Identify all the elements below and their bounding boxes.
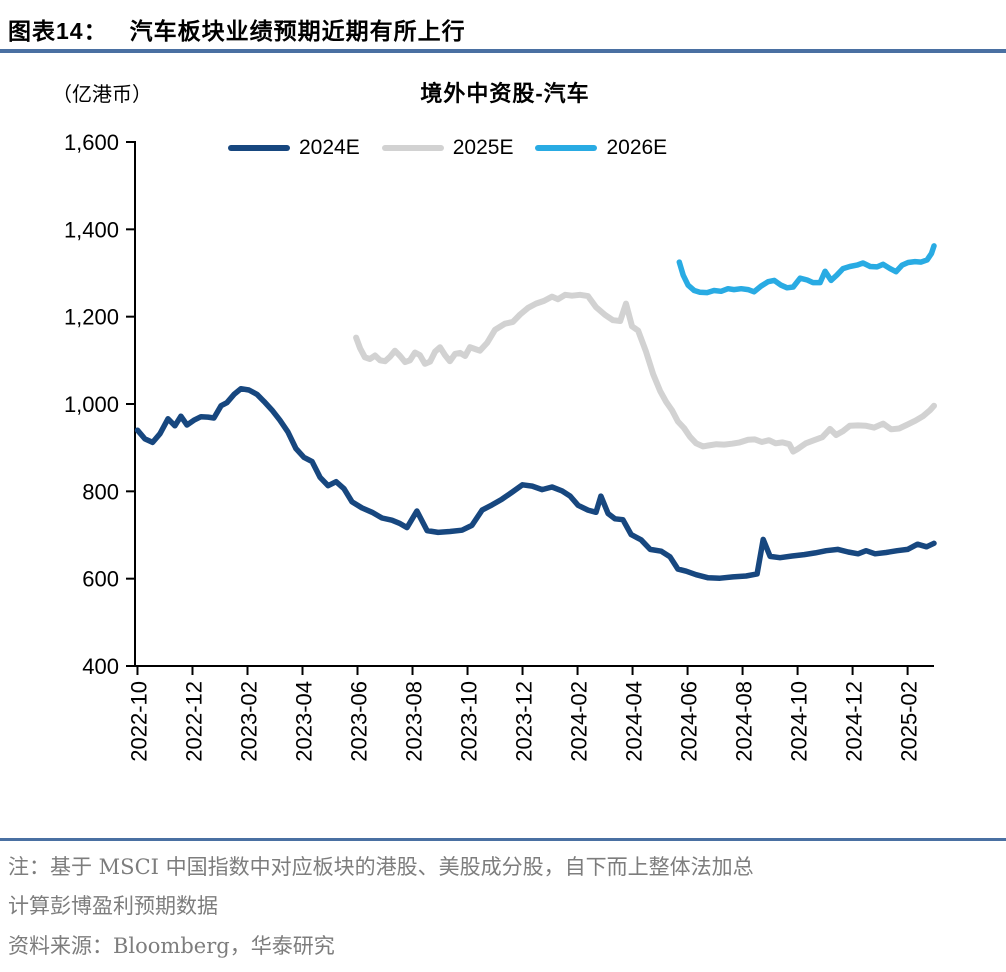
figure-number: 图表14： bbox=[8, 18, 108, 44]
x-tick-label: 2023-12 bbox=[512, 681, 537, 762]
plot-svg: 1,600 1,400 1,200 1,000 800 600 400 2022-10 2022… bbox=[64, 130, 937, 762]
y-tick-label: 1,200 bbox=[64, 305, 119, 330]
y-tick-label: 1,600 bbox=[64, 130, 119, 155]
x-tick-label: 2023-02 bbox=[236, 681, 261, 762]
x-tick-label: 2024-08 bbox=[732, 681, 757, 762]
footnote-line-1: 注：基于 MSCI 中国指数中对应板块的港股、美股成分股，自下而上整体法加总 bbox=[8, 855, 754, 879]
legend-label: 2024E bbox=[299, 136, 360, 159]
x-tick-label: 2023-06 bbox=[347, 681, 372, 762]
legend-swatch bbox=[535, 145, 598, 151]
legend-label: 2025E bbox=[452, 136, 514, 159]
y-tick-label: 600 bbox=[82, 567, 119, 592]
legend-item-2024e: 2024E bbox=[228, 136, 360, 160]
x-tick-label: 2022-12 bbox=[181, 681, 206, 762]
series-line-2024e bbox=[134, 385, 937, 581]
x-tick-label: 2024-12 bbox=[842, 681, 867, 762]
y-tick-label: 1,000 bbox=[64, 392, 119, 417]
y-axis-unit-label: （亿港币） bbox=[52, 84, 152, 106]
legend-item-2026e: 2026E bbox=[535, 136, 667, 160]
legend-label: 2026E bbox=[606, 136, 668, 159]
footer-divider bbox=[0, 838, 1006, 841]
x-tick-label: 2023-10 bbox=[457, 681, 482, 762]
chart-area: （亿港币） 境外中资股-汽车 2024E 2025E 2026E 1,600 1,40… bbox=[0, 60, 1006, 800]
x-tick-label: 2025-02 bbox=[897, 681, 922, 762]
y-tick-label: 800 bbox=[82, 479, 119, 504]
chart-legend: 2024E 2025E 2026E bbox=[228, 136, 667, 160]
chart-title: 境外中资股-汽车 bbox=[420, 81, 590, 106]
figure-title: 汽车板块业绩预期近期有所上行 bbox=[129, 18, 466, 44]
series-line-2025e bbox=[353, 291, 937, 455]
legend-item-2025e: 2025E bbox=[381, 136, 514, 160]
y-tick-label: 400 bbox=[82, 654, 119, 679]
footnote-line-2: 计算彭博盈利预期数据 bbox=[8, 894, 218, 918]
x-tick-label: 2024-04 bbox=[622, 681, 647, 762]
header-divider bbox=[0, 49, 1006, 53]
x-tick-label: 2024-06 bbox=[677, 681, 702, 762]
figure-header: 图表14： 汽车板块业绩预期近期有所上行 bbox=[8, 12, 466, 46]
source-line: 资料来源：Bloomberg，华泰研究 bbox=[8, 934, 335, 958]
series-line-2026e bbox=[676, 243, 937, 296]
y-tick-label: 1,400 bbox=[64, 217, 119, 242]
x-tick-label: 2023-04 bbox=[292, 681, 317, 762]
x-tick-label: 2023-08 bbox=[402, 681, 427, 762]
x-tick-label: 2024-02 bbox=[567, 681, 592, 762]
x-tick-label: 2022-10 bbox=[126, 681, 151, 762]
legend-swatch bbox=[228, 145, 290, 151]
figure-footer: 注：基于 MSCI 中国指数中对应板块的港股、美股成分股，自下而上整体法加总 计… bbox=[0, 838, 1006, 959]
x-tick-label: 2024-10 bbox=[787, 681, 812, 762]
legend-swatch bbox=[381, 145, 444, 151]
